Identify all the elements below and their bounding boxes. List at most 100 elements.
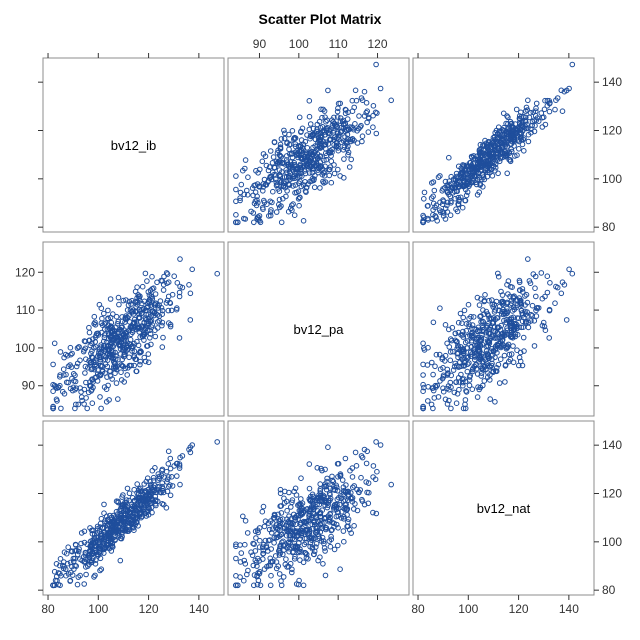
- data-point: [481, 159, 488, 165]
- data-point: [359, 97, 366, 103]
- data-point: [519, 310, 525, 316]
- data-point: [102, 346, 108, 353]
- data-point: [474, 192, 481, 198]
- data-point: [447, 379, 454, 386]
- data-point: [498, 322, 505, 329]
- data-point: [166, 483, 172, 490]
- data-point: [281, 135, 288, 142]
- data-point: [495, 331, 501, 337]
- data-point: [461, 182, 467, 188]
- data-point: [481, 364, 488, 370]
- data-point: [302, 550, 309, 556]
- data-point: [467, 332, 473, 339]
- data-point: [306, 526, 313, 533]
- data-point: [311, 184, 318, 191]
- data-point: [527, 280, 534, 287]
- data-point: [492, 307, 499, 313]
- data-point: [349, 136, 356, 142]
- data-point: [504, 170, 511, 177]
- data-point: [319, 467, 325, 474]
- data-point: [528, 126, 534, 132]
- data-point: [75, 548, 82, 555]
- data-point: [430, 319, 437, 326]
- data-point: [363, 100, 370, 106]
- data-point: [337, 566, 343, 573]
- data-point: [307, 135, 313, 142]
- data-point: [317, 488, 324, 494]
- data-point: [420, 388, 426, 395]
- data-point: [61, 559, 67, 565]
- data-point: [118, 369, 124, 376]
- data-point: [81, 581, 87, 587]
- data-point: [286, 539, 292, 545]
- data-point: [430, 371, 436, 378]
- data-point: [303, 527, 310, 534]
- data-point: [177, 454, 183, 461]
- data-point: [457, 310, 464, 317]
- data-point: [335, 460, 342, 467]
- data-point: [309, 521, 316, 528]
- data-point: [552, 300, 558, 307]
- data-point: [270, 154, 277, 160]
- data-point: [251, 219, 257, 226]
- data-point: [186, 446, 192, 453]
- data-point: [101, 384, 108, 390]
- data-point: [323, 156, 330, 163]
- data-point: [502, 153, 509, 160]
- data-point: [292, 528, 299, 534]
- data-point: [476, 302, 483, 308]
- data-point: [484, 173, 491, 180]
- data-point: [112, 526, 119, 533]
- data-point: [256, 184, 263, 190]
- data-point: [145, 359, 152, 366]
- data-point: [310, 151, 317, 158]
- data-point: [301, 541, 308, 548]
- data-point: [286, 181, 292, 188]
- data-point: [442, 358, 448, 364]
- data-point: [296, 202, 302, 209]
- data-point: [106, 330, 112, 337]
- data-point: [187, 317, 194, 323]
- data-point: [339, 118, 346, 125]
- data-point: [119, 318, 125, 325]
- data-point: [94, 378, 101, 384]
- data-point: [317, 185, 323, 191]
- data-point: [530, 109, 537, 116]
- data-point: [268, 207, 274, 213]
- cell-bv12_ib-vs-bv12_nat: [412, 57, 595, 233]
- data-point: [275, 511, 281, 518]
- data-point: [119, 363, 126, 369]
- data-point: [523, 320, 529, 326]
- data-point: [538, 110, 545, 116]
- data-point: [292, 182, 299, 188]
- data-point: [420, 381, 426, 388]
- data-point: [256, 525, 263, 531]
- data-point: [63, 572, 69, 579]
- data-point: [121, 353, 127, 360]
- data-point: [309, 175, 316, 182]
- data-point: [57, 556, 64, 562]
- data-point: [255, 529, 261, 536]
- data-point: [291, 556, 298, 562]
- data-point: [139, 513, 145, 520]
- data-point: [458, 332, 464, 338]
- data-point: [508, 135, 514, 142]
- data-point: [115, 498, 121, 505]
- data-point: [361, 446, 368, 453]
- data-point: [77, 572, 83, 579]
- data-point: [339, 477, 346, 483]
- data-point: [271, 515, 278, 521]
- data-point: [137, 495, 143, 501]
- data-point: [260, 550, 267, 557]
- data-point: [337, 493, 344, 499]
- data-point: [356, 125, 362, 132]
- data-point: [146, 499, 152, 505]
- data-point: [163, 468, 170, 475]
- chart-title: Scatter Plot Matrix: [259, 11, 382, 27]
- data-point: [278, 503, 285, 509]
- data-point: [477, 313, 483, 320]
- data-point: [432, 213, 439, 219]
- data-point: [317, 133, 324, 140]
- data-point: [152, 333, 159, 340]
- data-point: [107, 342, 114, 348]
